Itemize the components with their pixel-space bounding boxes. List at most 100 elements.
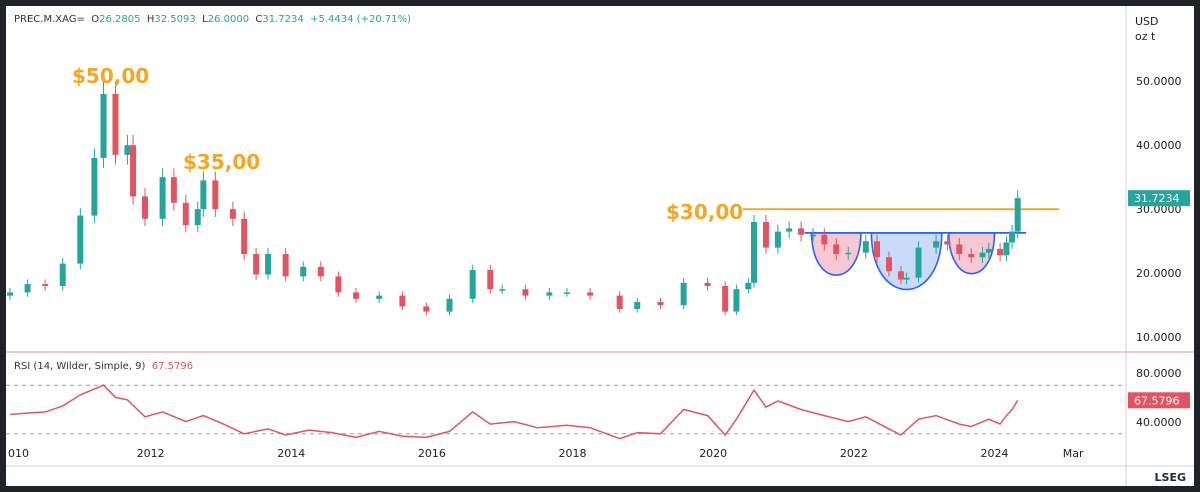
candle-body — [376, 295, 383, 299]
change-value: +5.4434 (+20.71%) — [310, 14, 411, 25]
close-label: C — [255, 14, 263, 25]
annotation-50: $50,00 — [72, 64, 150, 88]
candle-body — [200, 180, 207, 210]
candle-body — [845, 252, 852, 255]
time-tick-label: 2012 — [137, 447, 165, 460]
candle-body — [985, 248, 992, 253]
low-value: 26.0000 — [207, 14, 250, 25]
candle-body — [616, 295, 623, 310]
candle-body — [241, 218, 248, 254]
price-axis-unit: USD oz t — [1135, 14, 1159, 44]
candle-body — [786, 228, 793, 232]
time-tick-label: 2016 — [418, 447, 446, 460]
annotation-35: $35,00 — [183, 150, 261, 174]
candle-body — [722, 286, 729, 312]
candle-body — [563, 292, 570, 294]
rsi-legend: RSI (14, Wilder, Simple, 9) 67.5796 — [14, 361, 193, 372]
rsi-line — [9, 384, 1019, 440]
candle-body — [130, 145, 137, 197]
candle-body — [774, 231, 781, 248]
candle-body — [487, 270, 494, 290]
price-tick-label: 20.0000 — [1136, 267, 1182, 280]
candle-body — [253, 254, 260, 275]
candle-body — [979, 252, 986, 258]
candle-body — [170, 177, 177, 203]
close-value: 31.7234 — [262, 14, 304, 25]
time-tick-label: 010 — [8, 447, 29, 460]
time-tick-label: 2020 — [699, 447, 727, 460]
candle-body — [587, 292, 594, 296]
candle-body — [1014, 198, 1021, 232]
price-tick-label: 40.0000 — [1136, 139, 1182, 152]
candle-body — [212, 180, 219, 210]
candle-body — [59, 263, 66, 286]
candle-body — [833, 244, 840, 254]
candle-body — [317, 266, 324, 277]
lseg-logo: LSEG — [1154, 471, 1186, 484]
candle-body — [112, 94, 119, 155]
candle-body — [798, 228, 805, 235]
candle-body — [7, 292, 13, 296]
candle-body — [182, 202, 189, 226]
time-tick-label: 2024 — [980, 447, 1008, 460]
candle-body — [680, 282, 687, 306]
time-tick-label: 2014 — [277, 447, 305, 460]
candle-body — [194, 209, 201, 226]
candle-body — [265, 254, 272, 275]
candle-body — [77, 215, 84, 264]
price-tick-label: 30.0000 — [1136, 203, 1182, 216]
low-label: L — [202, 14, 208, 25]
candle-body — [423, 306, 430, 312]
candle-body — [282, 254, 289, 277]
candle-body — [997, 248, 1004, 256]
candle-body — [335, 276, 342, 293]
candle-body — [862, 241, 869, 253]
last-price-tag — [1128, 190, 1190, 207]
time-tick-label: Mar — [1063, 447, 1084, 460]
candle-body — [91, 158, 98, 216]
candle-body — [142, 196, 149, 219]
candle-body — [750, 222, 757, 283]
symbol-label: PREC.M.XAG= — [14, 14, 85, 25]
candle-body — [956, 244, 963, 254]
candle-body — [810, 234, 817, 237]
price-tick-label: 50.0000 — [1136, 75, 1182, 88]
candle-body — [657, 302, 664, 306]
candle-body — [499, 289, 506, 291]
candle-body — [352, 292, 359, 299]
candle-body — [745, 282, 752, 290]
time-tick-label: 2022 — [840, 447, 868, 460]
candle-body — [124, 145, 131, 155]
rsi-value: 67.5796 — [151, 361, 194, 372]
candle-body — [24, 284, 31, 293]
axis-currency: USD — [1135, 15, 1159, 28]
candle-body — [968, 254, 975, 258]
candle-body — [885, 257, 892, 272]
high-value: 32.5093 — [154, 14, 196, 25]
candle-body — [1003, 242, 1010, 256]
candle-body — [762, 222, 769, 248]
candle-body — [634, 302, 641, 310]
candle-body — [915, 247, 922, 278]
last-price-label: 31.7234 — [1134, 192, 1180, 205]
candle-body — [42, 284, 49, 286]
candle-body — [159, 177, 166, 219]
candle-body — [300, 266, 307, 277]
candle-body — [933, 241, 940, 248]
time-tick-label: 2018 — [559, 447, 587, 460]
candle-body — [821, 234, 828, 245]
high-label: H — [146, 14, 155, 25]
rsi-tick-label: 40.0000 — [1136, 416, 1182, 429]
price-legend: PREC.M.XAG= O26.2805 H32.5093 L26.0000 C… — [14, 14, 411, 25]
candle-body — [100, 94, 107, 158]
rsi-last-tag — [1128, 392, 1190, 409]
candle-body — [546, 292, 553, 296]
candle-body — [1009, 231, 1016, 243]
candle-body — [522, 289, 529, 296]
rsi-tick-label: 80.0000 — [1136, 367, 1182, 380]
candle-body — [944, 241, 951, 245]
open-value: 26.2805 — [99, 14, 141, 25]
candle-body — [897, 271, 904, 280]
